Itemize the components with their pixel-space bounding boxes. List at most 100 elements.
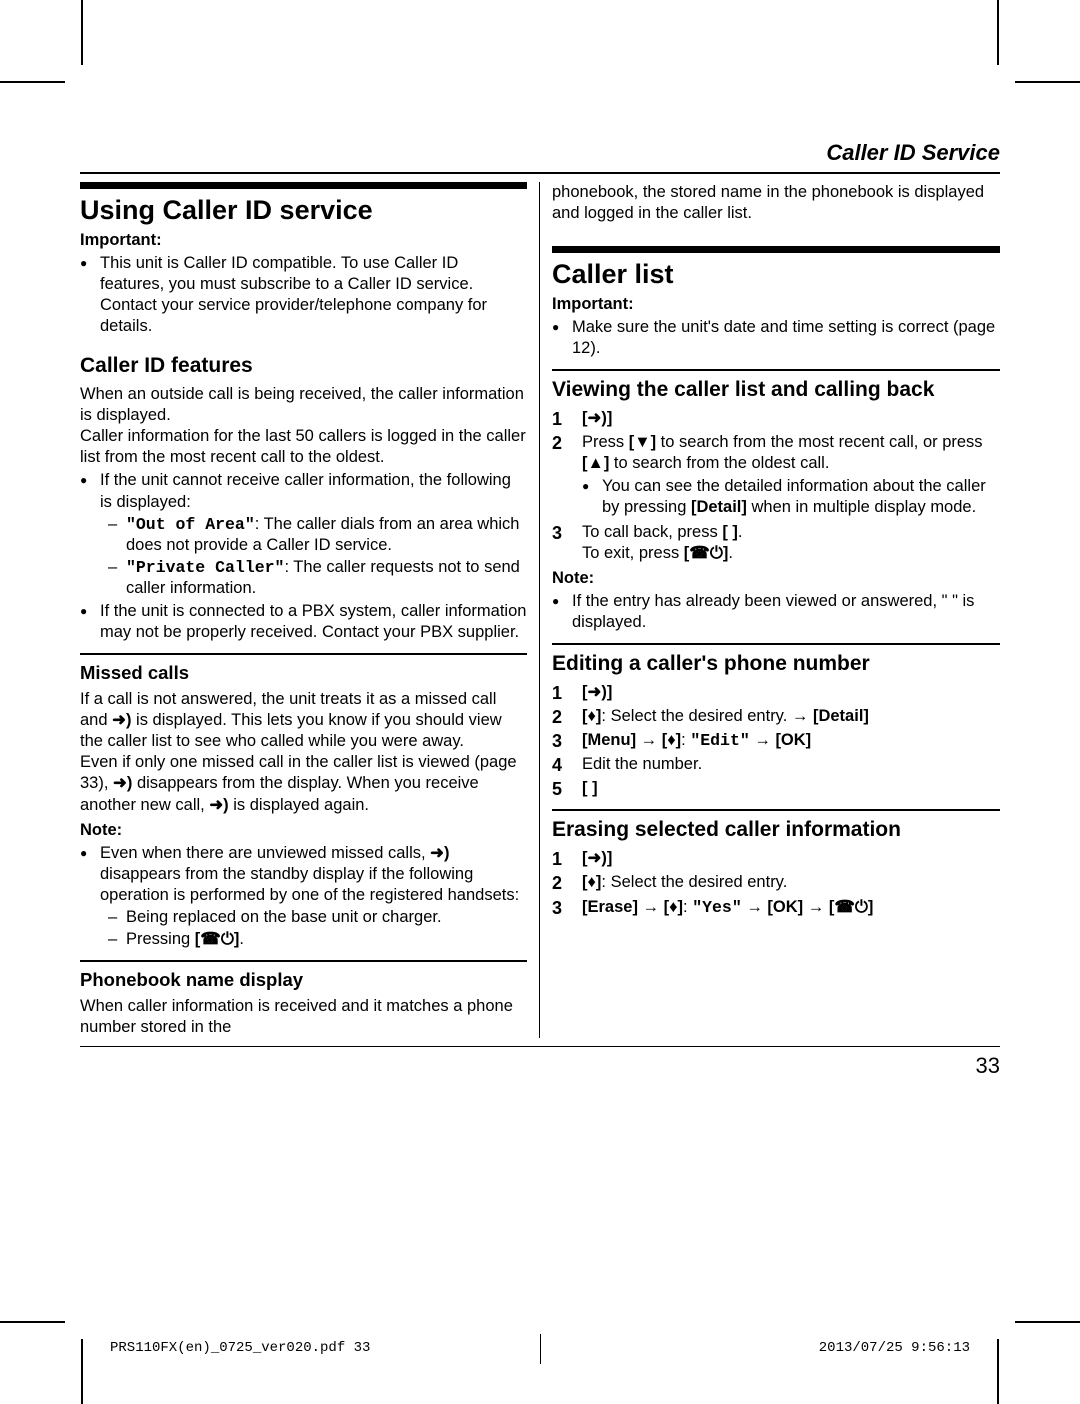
note-label: Note: [80, 820, 527, 841]
heading-phonebook-display: Phonebook name display [80, 968, 527, 992]
step-item: [Erase] → [♦]: "Yes" → [OK] → [☎⏻] [552, 897, 1000, 918]
important-label: Important: [80, 230, 527, 251]
page-number: 33 [80, 1046, 1000, 1079]
list-item: If the unit cannot receive caller inform… [80, 470, 527, 599]
features-list: If the unit cannot receive caller inform… [80, 470, 527, 643]
key-erase: [Erase] [582, 898, 638, 916]
crop-mark [0, 1321, 65, 1323]
key-caller-id: [➜)] [582, 409, 612, 427]
footer-timestamp: 2013/07/25 9:56:13 [819, 1340, 970, 1356]
features-intro: When an outside call is being received, … [80, 384, 527, 468]
list-item: Being replaced on the base unit or charg… [100, 907, 527, 928]
list-item: You can see the detailed information abo… [582, 476, 1000, 518]
key-nav: [♦] [582, 873, 601, 891]
text: Press [582, 433, 629, 451]
code-text: "Out of Area" [126, 515, 255, 534]
text: . [239, 930, 244, 948]
sub-list: "Out of Area": The caller dials from an … [100, 514, 527, 599]
text: when in multiple display mode. [747, 498, 976, 516]
key-detail: [Detail] [808, 707, 869, 725]
step-item: [ ] [552, 778, 1000, 799]
text: : Select the desired entry. [601, 707, 791, 725]
step-item: [➜)] [552, 408, 1000, 429]
right-column: phonebook, the stored name in the phoneb… [540, 182, 1000, 1038]
section-bar [80, 182, 527, 189]
section-bar [552, 246, 1000, 253]
important-list: This unit is Caller ID compatible. To us… [80, 253, 527, 337]
two-column-layout: Using Caller ID service Important: This … [80, 182, 1000, 1038]
text: To exit, press [582, 544, 684, 562]
heading-using-caller-id: Using Caller ID service [80, 193, 527, 228]
page-content: Caller ID Service Using Caller ID servic… [80, 140, 1000, 1264]
text: : Select the desired entry. [601, 873, 787, 891]
text: is displayed. This lets you know if you … [80, 711, 502, 750]
text: Even when there are unviewed missed call… [100, 844, 430, 862]
heading-viewing-caller-list: Viewing the caller list and calling back [552, 377, 1000, 404]
arrow-icon: → [792, 707, 809, 725]
list-item: "Private Caller": The caller requests no… [100, 557, 527, 599]
text: . [738, 523, 743, 541]
step-item: Press [▼] to search from the most recent… [552, 432, 1000, 518]
left-column: Using Caller ID service Important: This … [80, 182, 540, 1038]
key-off: [☎⏻] [684, 544, 729, 562]
key-caller-id: [➜)] [582, 849, 612, 867]
heading-erasing-caller: Erasing selected caller information [552, 817, 1000, 844]
phonebook-text: When caller information is received and … [80, 996, 527, 1038]
text: Pressing [126, 930, 195, 948]
text: To call back, press [582, 523, 722, 541]
key-down: [▼] [629, 433, 656, 451]
divider [552, 643, 1000, 645]
heading-editing-number: Editing a caller's phone number [552, 651, 1000, 678]
step-item: Edit the number. [552, 754, 1000, 775]
key-nav: [♦] [664, 898, 683, 916]
code-text: "Private Caller" [126, 558, 284, 577]
list-item: Even when there are unviewed missed call… [80, 843, 527, 951]
missed-call-icon: ➜) [209, 796, 228, 814]
missed-call-icon: ➜) [430, 844, 449, 862]
steps-list: [➜)] [♦]: Select the desired entry. [Era… [552, 848, 1000, 917]
heading-features: Caller ID features [80, 353, 527, 380]
sub-list: You can see the detailed information abo… [582, 476, 1000, 518]
key-up: [▲] [582, 454, 609, 472]
key-menu: [Menu] [582, 731, 636, 749]
step-item: [Menu] → [♦]: "Edit" → [OK] [552, 730, 1000, 751]
important-label: Important: [552, 294, 1000, 315]
step-item: [➜)] [552, 848, 1000, 869]
steps-list: [➜)] Press [▼] to search from the most r… [552, 408, 1000, 564]
steps-list: [➜)] [♦]: Select the desired entry. → [D… [552, 682, 1000, 800]
continuation-text: phonebook, the stored name in the phoneb… [552, 182, 1000, 224]
crop-mark [81, 1339, 83, 1404]
list-item: Make sure the unit's date and time setti… [552, 317, 1000, 359]
missed-paragraph-2: Even if only one missed call in the call… [80, 752, 527, 815]
crop-mark [1015, 1321, 1080, 1323]
crop-mark [0, 81, 65, 83]
text: is displayed again. [229, 796, 369, 814]
divider [80, 653, 527, 655]
step-item: To call back, press [ ]. To exit, press … [552, 522, 1000, 564]
note-list: If the entry has already been viewed or … [552, 591, 1000, 633]
important-list: Make sure the unit's date and time setti… [552, 317, 1000, 359]
heading-missed-calls: Missed calls [80, 661, 527, 685]
code-text: "Edit" [690, 731, 749, 750]
key-off: [☎⏻] [195, 930, 240, 948]
key-caller-id: [➜)] [582, 683, 612, 701]
missed-paragraph: If a call is not answered, the unit trea… [80, 689, 527, 752]
key-ok: [OK] [775, 731, 811, 749]
key-nav: [♦] [662, 731, 681, 749]
note-label: Note: [552, 568, 1000, 589]
text: disappears from the standby display if t… [100, 865, 519, 904]
key-ok: [OK] [767, 898, 803, 916]
crop-mark [1015, 81, 1080, 83]
section-header: Caller ID Service [80, 140, 1000, 174]
divider [552, 369, 1000, 371]
divider [80, 960, 527, 962]
crop-mark [997, 0, 999, 65]
footer-tick [540, 1334, 541, 1364]
list-item: If the entry has already been viewed or … [552, 591, 1000, 633]
step-item: [♦]: Select the desired entry. → [Detail… [552, 706, 1000, 727]
text: to search from the oldest call. [609, 454, 829, 472]
text: . [728, 544, 733, 562]
step-item: [♦]: Select the desired entry. [552, 872, 1000, 893]
step-item: [➜)] [552, 682, 1000, 703]
list-item: If the unit is connected to a PBX system… [80, 601, 527, 643]
